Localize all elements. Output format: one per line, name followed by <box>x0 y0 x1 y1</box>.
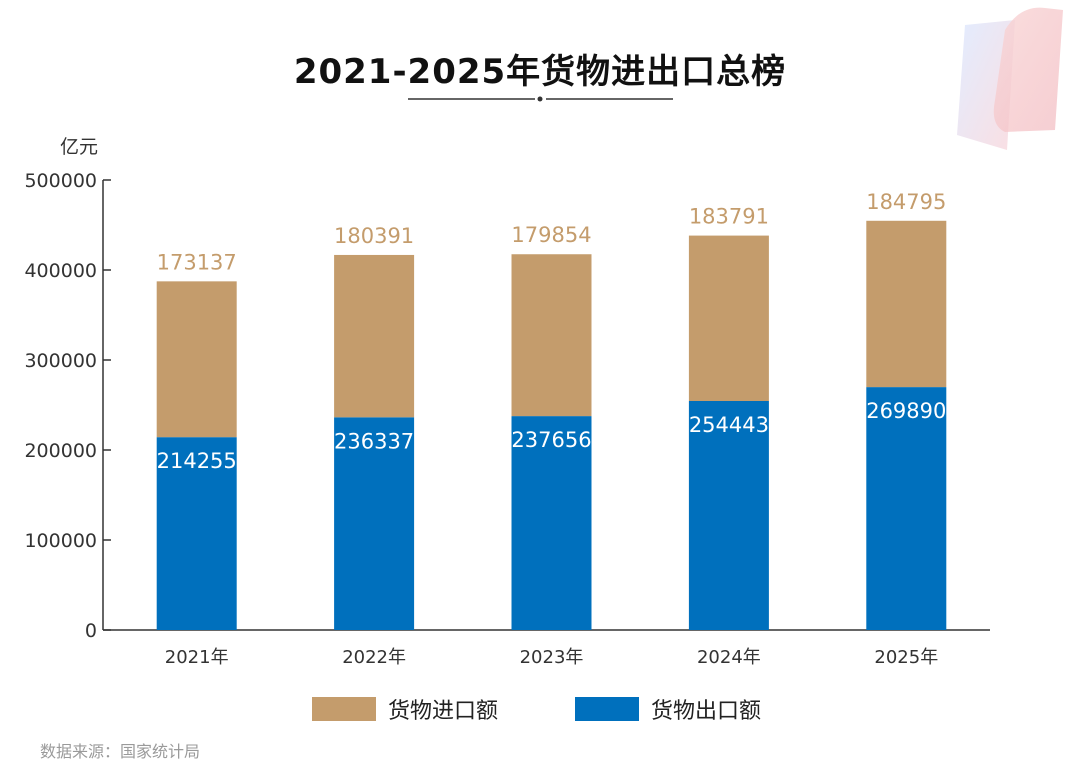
bar-import <box>866 220 947 388</box>
legend-label-import: 货物进口额 <box>388 699 499 724</box>
bar-import <box>511 254 592 417</box>
data-label-export: 269890 <box>866 399 946 423</box>
chart-title: 2021-2025年货物进出口总榜 <box>293 52 787 92</box>
data-label-import: 184795 <box>866 190 946 214</box>
data-label-import: 173137 <box>157 250 237 274</box>
data-label-export: 236337 <box>334 429 414 453</box>
y-tick-label: 100000 <box>24 530 97 552</box>
y-tick-label: 200000 <box>24 440 97 462</box>
data-source: 数据来源：国家统计局 <box>40 742 201 761</box>
title-divider <box>408 96 673 102</box>
y-tick-label: 400000 <box>24 260 97 282</box>
legend-swatch-export <box>575 697 639 721</box>
bar-export <box>866 387 947 630</box>
y-axis-unit: 亿元 <box>60 136 99 158</box>
x-tick-label: 2024年 <box>697 647 761 668</box>
corner-decoration <box>957 7 1063 150</box>
legend-label-export: 货物出口额 <box>651 699 762 724</box>
bar-export <box>688 401 769 630</box>
y-tick-label: 300000 <box>24 350 97 372</box>
x-tick-label: 2021年 <box>165 647 229 668</box>
x-tick-label: 2023年 <box>520 647 584 668</box>
x-tick-label: 2022年 <box>342 647 406 668</box>
bar-chart: 0 100000 200000 300000 400000 500000 214255 173… <box>24 170 990 668</box>
bar-import <box>334 254 415 418</box>
y-tick-label: 500000 <box>24 170 97 192</box>
data-label-export: 254443 <box>689 413 769 437</box>
x-tick-label: 2025年 <box>874 647 938 668</box>
y-tick-label: 0 <box>85 620 97 642</box>
bar-export <box>511 416 592 630</box>
legend-swatch-import <box>312 697 376 721</box>
data-label-export: 237656 <box>511 428 591 452</box>
bar-export <box>156 437 237 630</box>
bar-import <box>688 235 769 402</box>
data-label-import: 180391 <box>334 224 414 248</box>
legend-item-import: 货物进口额 <box>312 692 498 726</box>
bar-import <box>156 281 237 438</box>
data-label-import: 183791 <box>689 205 769 229</box>
data-label-export: 214255 <box>157 449 237 473</box>
data-label-import: 179854 <box>511 223 591 247</box>
legend-item-export: 货物出口额 <box>575 692 761 726</box>
legend: 货物进口额 货物出口额 <box>0 692 1080 726</box>
bar-export <box>334 417 415 630</box>
